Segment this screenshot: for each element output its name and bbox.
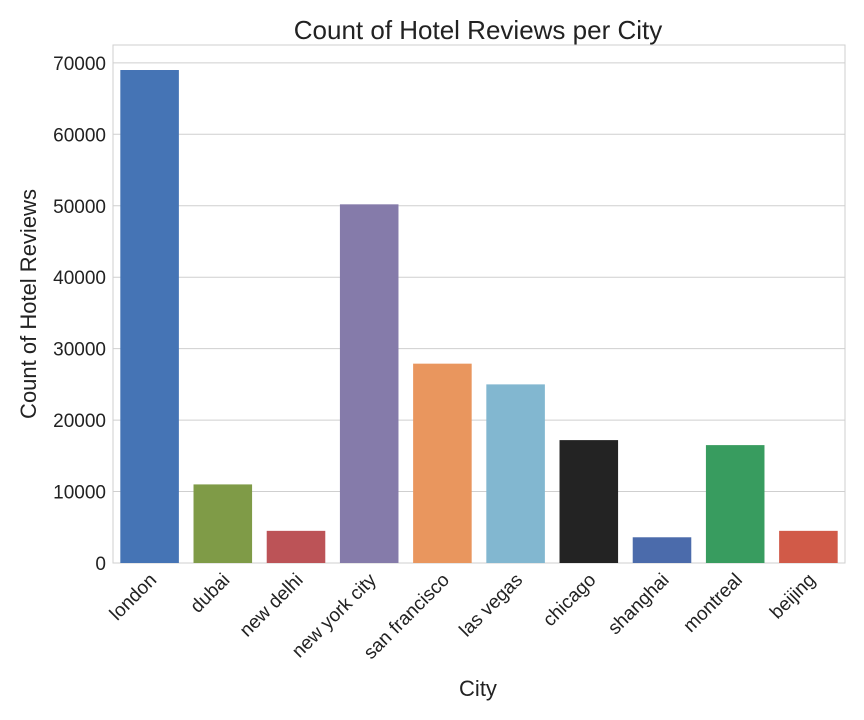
bar-new-york-city bbox=[339, 204, 399, 563]
y-tick-label: 10000 bbox=[53, 483, 106, 504]
x-tick-label: montreal bbox=[680, 570, 747, 637]
y-axis-ticks: 0 10000 20000 30000 40000 50000 60000 70000 bbox=[53, 54, 106, 575]
x-tick-label: beijing bbox=[766, 570, 820, 624]
plot-area bbox=[112, 44, 846, 564]
x-tick-label: chicago bbox=[539, 570, 600, 631]
grid-lines bbox=[113, 62, 845, 493]
chart-title: Count of Hotel Reviews per City bbox=[294, 15, 662, 45]
bar-san-francisco bbox=[413, 363, 472, 563]
bar-las-vegas bbox=[486, 384, 545, 563]
x-tick-label: new delhi bbox=[236, 570, 308, 642]
bar-dubai bbox=[193, 484, 253, 563]
y-tick-label: 20000 bbox=[53, 411, 106, 432]
y-tick-label: 30000 bbox=[53, 340, 106, 361]
bar-new-delhi bbox=[266, 530, 326, 563]
y-tick-label: 60000 bbox=[53, 125, 106, 146]
bars bbox=[120, 70, 838, 563]
y-tick-label: 50000 bbox=[53, 197, 106, 218]
bar-chicago bbox=[559, 440, 619, 563]
x-tick-label: london bbox=[106, 570, 161, 625]
bar-montreal bbox=[705, 445, 765, 563]
bar-beijing bbox=[779, 530, 838, 563]
x-tick-label: las vegas bbox=[456, 570, 528, 642]
y-tick-label: 0 bbox=[95, 554, 106, 575]
x-tick-label: dubai bbox=[187, 570, 235, 618]
x-axis-label: City bbox=[459, 676, 497, 701]
y-axis-label: Count of Hotel Reviews bbox=[16, 189, 41, 419]
x-tick-label: shanghai bbox=[604, 570, 673, 639]
y-tick-label: 40000 bbox=[53, 268, 106, 289]
bar-shanghai bbox=[632, 537, 692, 563]
y-tick-label: 70000 bbox=[53, 54, 106, 75]
bar-london bbox=[120, 70, 179, 563]
